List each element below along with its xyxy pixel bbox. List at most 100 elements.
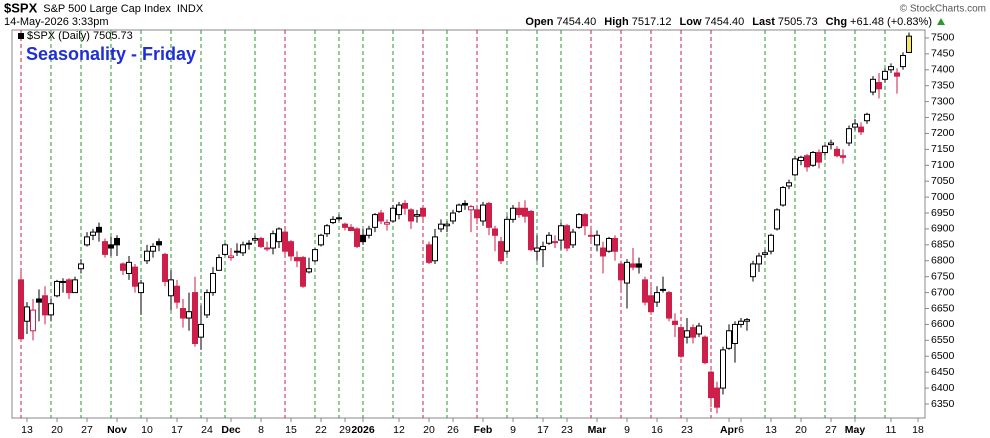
candle-body [624, 261, 630, 284]
x-tick-label: 15 [285, 424, 297, 436]
candle-body [510, 207, 516, 220]
candle-body [96, 226, 102, 233]
x-tick-label: 23 [561, 424, 573, 436]
candle-body [282, 231, 288, 252]
y-tick-label: 6850 [931, 239, 955, 251]
candle-body [654, 292, 660, 303]
y-tick-label: 6400 [931, 382, 955, 394]
candle-body [438, 223, 444, 230]
x-tick-label: 13 [765, 424, 777, 436]
x-tick-label: 9 [624, 424, 630, 436]
y-tick-label: 6500 [931, 350, 955, 362]
candle-body [342, 223, 348, 228]
candle-body [462, 202, 468, 206]
candle-body [870, 78, 876, 93]
candle-body [852, 123, 858, 128]
candle-body [474, 209, 480, 219]
timestamp: 14-May-2026 3:33pm [4, 16, 109, 28]
x-tick-label: 6 [738, 424, 744, 436]
quote-value: 7454.40 [557, 16, 597, 28]
x-tick-label: Nov [107, 424, 127, 436]
candle-body [642, 279, 648, 303]
quote-value: 7517.12 [632, 16, 672, 28]
candle-body [534, 247, 540, 252]
legend-swatch [18, 33, 24, 39]
x-tick-label: May [845, 424, 866, 436]
candle-body [246, 242, 252, 245]
candle-body [570, 231, 576, 246]
candle-body [408, 209, 414, 222]
candle-body [552, 241, 558, 244]
x-tick-label: 12 [393, 424, 405, 436]
candle-body [768, 234, 774, 252]
candle-body [186, 311, 192, 319]
candle-body [24, 306, 30, 322]
candles [18, 32, 912, 414]
y-tick-label: 6700 [931, 286, 955, 298]
y-tick-label: 6350 [931, 398, 955, 410]
candle-body [678, 327, 684, 357]
x-tick-label: 16 [651, 424, 663, 436]
candle-body [834, 148, 840, 157]
candle-body [606, 237, 612, 252]
candle-body [366, 228, 372, 236]
x-tick-label: 29 [339, 424, 351, 436]
candle-body [738, 320, 744, 325]
candle-body [522, 207, 528, 217]
x-tick-label: Mar [588, 424, 607, 436]
candle-body [804, 155, 810, 168]
y-tick-label: 6450 [931, 366, 955, 378]
candle-body [30, 309, 36, 332]
chart-title: Seasonality - Friday [26, 44, 196, 64]
x-tick-label: 2026 [351, 424, 375, 436]
quote-value: 7505.73 [778, 16, 818, 28]
candle-body [228, 255, 234, 259]
candle-body [618, 263, 624, 281]
y-tick-label: 7400 [931, 64, 955, 76]
candle-body [294, 257, 300, 262]
candle-body [138, 282, 144, 294]
candle-body [750, 263, 756, 278]
candle-body [66, 279, 72, 294]
candle-body [300, 257, 306, 287]
candle-body [426, 244, 432, 263]
candle-body [180, 308, 186, 319]
candle-body [648, 295, 654, 313]
candle-body [402, 202, 408, 209]
candle-body [816, 152, 822, 163]
candle-body [132, 266, 138, 287]
candle-body [288, 241, 294, 257]
x-tick-label: 27 [81, 424, 93, 436]
candle-body [54, 280, 60, 297]
candle-body [156, 241, 162, 246]
x-tick-label: 20 [795, 424, 807, 436]
x-tick-label: 17 [537, 424, 549, 436]
plot-frame [11, 29, 926, 419]
candle-body [486, 202, 492, 228]
y-tick-label: 7000 [931, 191, 955, 203]
candle-body [60, 280, 66, 283]
candle-body [636, 263, 642, 268]
y-tick-label: 6600 [931, 318, 955, 330]
quote-value: +61.48 (+0.83%) [850, 16, 932, 28]
candle-body [84, 236, 90, 246]
change-arrow [937, 18, 945, 25]
candle-body [318, 234, 324, 246]
index-name: S&P 500 Large Cap Index [43, 3, 171, 15]
candle-body [780, 187, 786, 206]
candle-body [540, 245, 546, 251]
candle-body [90, 231, 96, 236]
x-tick-label: 20 [51, 424, 63, 436]
candle-body [306, 268, 312, 273]
quote-label: High [604, 16, 629, 28]
candle-body [672, 320, 678, 325]
quote-label: Last [752, 16, 775, 28]
candle-body [906, 35, 912, 53]
candle-body [360, 234, 366, 243]
candle-body [798, 156, 804, 162]
candle-body [222, 244, 228, 255]
x-tick-label: 10 [141, 424, 153, 436]
x-tick-label: Apr [720, 424, 738, 436]
